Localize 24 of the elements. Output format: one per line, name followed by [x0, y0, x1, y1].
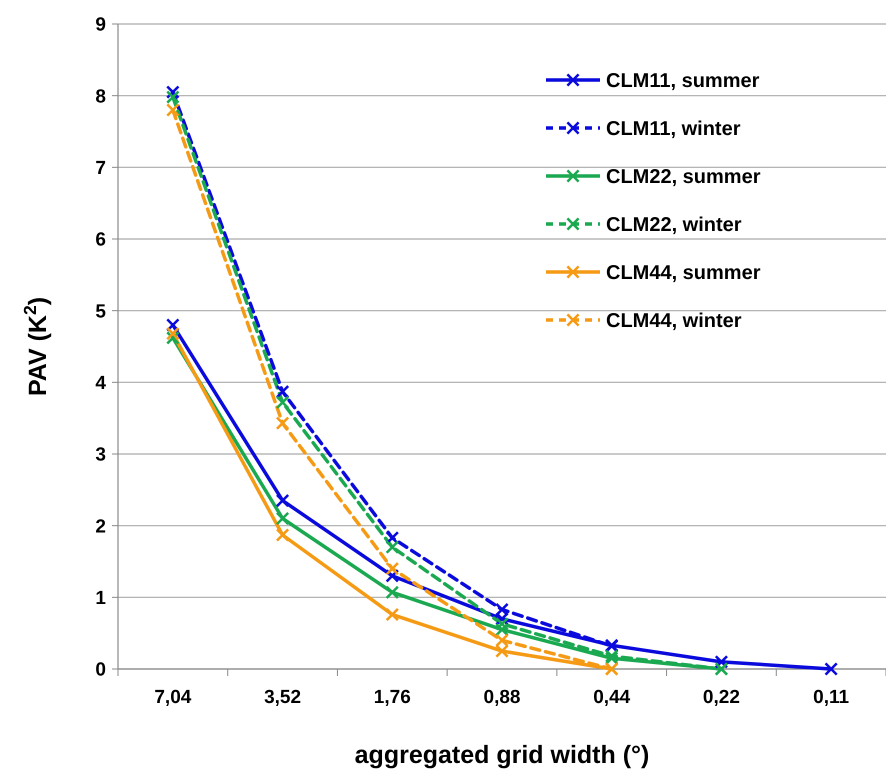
- y-tick-label: 8: [95, 86, 106, 108]
- y-tick-label: 1: [95, 588, 106, 609]
- y-tick-label: 5: [95, 301, 106, 322]
- x-tick-label: 3,52: [264, 687, 302, 708]
- legend-label: CLM44, winter: [606, 310, 742, 332]
- y-tick-label: 0: [95, 660, 106, 681]
- y-tick-label: 6: [95, 230, 106, 251]
- y-tick-label: 3: [95, 444, 106, 466]
- x-tick-label: 0,88: [484, 687, 520, 708]
- legend-label: CLM22, summer: [606, 166, 761, 188]
- x-tick-label: 0,11: [813, 687, 850, 708]
- x-tick-label: 7,04: [154, 687, 192, 708]
- y-tick-label: 2: [95, 516, 106, 538]
- legend-label: CLM44, summer: [606, 262, 761, 284]
- legend-label: CLM22, winter: [606, 214, 742, 236]
- y-tick-label: 7: [95, 158, 106, 179]
- legend-label: CLM11, winter: [606, 118, 741, 140]
- legend-label: CLM11, summer: [606, 70, 760, 92]
- x-tick-label: 0,22: [702, 687, 740, 708]
- x-tick-label: 0,44: [593, 687, 631, 708]
- y-tick-label: 4: [95, 372, 106, 394]
- x-tick-label: 1,76: [374, 687, 411, 708]
- y-tick-label: 9: [95, 14, 106, 36]
- x-axis-title: aggregated grid width (°): [354, 741, 650, 769]
